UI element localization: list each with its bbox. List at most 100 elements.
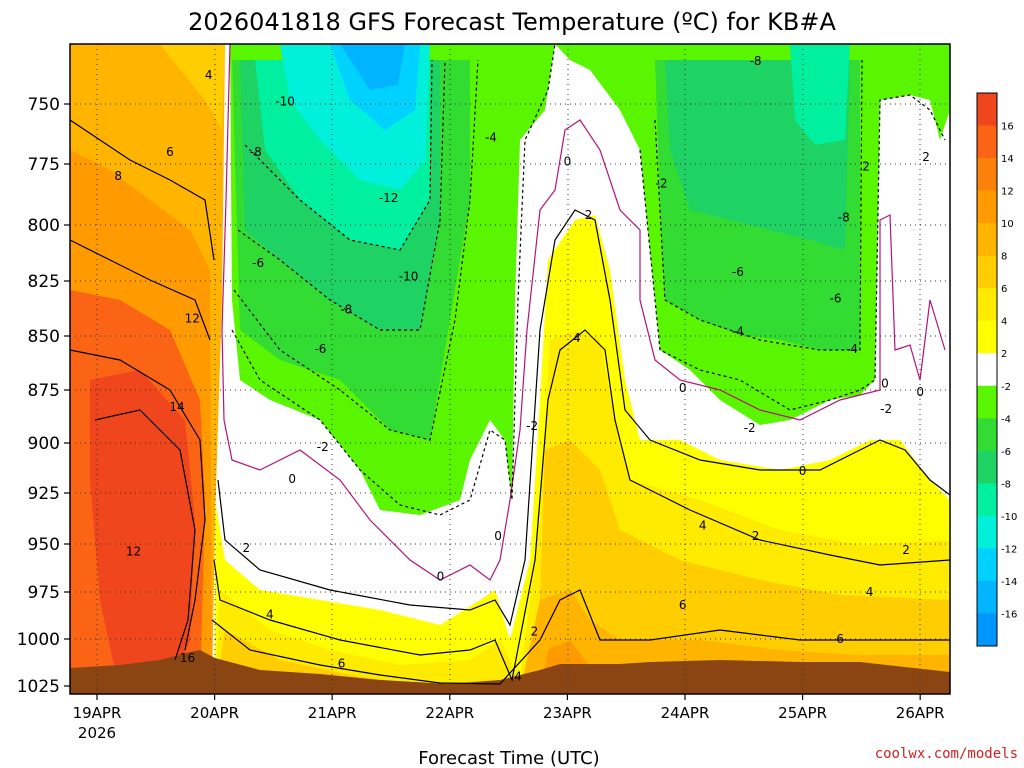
x-tick-label: 25APR bbox=[778, 704, 827, 722]
contour-label: 2 bbox=[585, 208, 593, 222]
contour-label: -10 bbox=[399, 270, 419, 284]
contour-label: -8 bbox=[750, 54, 762, 68]
region-hottest-left bbox=[90, 370, 195, 694]
x-axis: 19APR 2026 20APR 21APR 22APR 23APR 24APR 25APR 2… bbox=[73, 694, 945, 742]
credit-link[interactable]: coolwx.com/models bbox=[875, 746, 1018, 762]
y-tick-label: 750 bbox=[28, 95, 60, 115]
contour-label: 2 bbox=[902, 543, 910, 557]
y-tick-label: 875 bbox=[28, 381, 60, 401]
contour-label: 2 bbox=[243, 541, 251, 555]
contour-label: -6 bbox=[830, 292, 842, 306]
colorbar-swatch bbox=[977, 190, 997, 224]
colorbar-swatch bbox=[977, 223, 997, 257]
y-tick-label: 975 bbox=[28, 583, 60, 603]
contour-label: -2 bbox=[526, 419, 538, 433]
contour-label: 12 bbox=[126, 545, 141, 559]
colorbar: 16 14 12 10 8 6 4 2 -2 -4 -6 -8 -10 -12 -14 -16 bbox=[976, 92, 1017, 647]
colorbar-frame bbox=[976, 92, 998, 647]
contour-label: -4 bbox=[846, 342, 858, 356]
contour-label: 16 bbox=[180, 651, 195, 665]
colorbar-tick-label: -12 bbox=[1001, 544, 1017, 555]
contour-lines bbox=[70, 44, 950, 685]
contour-label: 0 bbox=[494, 529, 502, 543]
region-cyan-d bbox=[340, 44, 405, 90]
contour-label: 4 bbox=[699, 519, 707, 533]
contour-label: 0 bbox=[799, 464, 807, 478]
y-tick-label: 950 bbox=[28, 535, 60, 555]
colorbar-swatch bbox=[977, 483, 997, 517]
contour-label: 0 bbox=[437, 570, 445, 584]
colorbar-tick-label: 10 bbox=[1001, 219, 1014, 230]
contour-solid-12 bbox=[70, 349, 206, 651]
colorbar-tick-label: 14 bbox=[1001, 154, 1014, 165]
colorbar-swatch bbox=[977, 93, 997, 127]
colorbar-tick-label: 16 bbox=[1001, 122, 1014, 133]
y-tick-label: 850 bbox=[28, 327, 60, 347]
contour-label: -6 bbox=[732, 265, 744, 279]
contour-label: 0 bbox=[881, 377, 889, 391]
y-axis: 750 775 800 825 850 875 900 925 950 975 1000 1025 bbox=[17, 95, 70, 697]
colorbar-swatch bbox=[977, 613, 997, 647]
colorbar-swatch bbox=[977, 385, 997, 419]
contour-label: 2 bbox=[752, 529, 760, 543]
contour-solid-6 bbox=[211, 589, 950, 685]
region-cyan-right bbox=[790, 44, 850, 145]
contour-label: 12 bbox=[185, 311, 200, 325]
colorbar-tick-label: 8 bbox=[1001, 252, 1007, 263]
contour-solid-2 bbox=[217, 209, 950, 627]
contour-dashed-neg6 bbox=[237, 59, 446, 331]
contour-label: 6 bbox=[679, 598, 687, 612]
contour-label: -4 bbox=[485, 131, 497, 145]
colorbar-tick-label: -4 bbox=[1001, 414, 1011, 425]
colorbar-tick-label: -16 bbox=[1001, 609, 1017, 620]
x-tick-label: 24APR bbox=[661, 704, 710, 722]
colorbar-tick-label: -2 bbox=[1001, 382, 1011, 393]
colorbar-swatch bbox=[977, 320, 997, 354]
contour-solid-8 bbox=[70, 119, 215, 261]
contour-label: -6 bbox=[314, 342, 326, 356]
contour-label: -6 bbox=[252, 256, 264, 270]
contour-solid-4 bbox=[213, 329, 950, 683]
contour-label: 4 bbox=[514, 670, 522, 684]
contour-label: -8 bbox=[838, 211, 850, 225]
contour-label: 6 bbox=[836, 632, 844, 646]
y-tick-label: 925 bbox=[28, 484, 60, 504]
contour-label: 2 bbox=[862, 159, 870, 173]
contour-label: 14 bbox=[169, 400, 184, 414]
chart-title: 2026041818 GFS Forecast Temperature (ºC)… bbox=[188, 8, 836, 36]
colorbar-swatch bbox=[977, 515, 997, 549]
contour-label: -10 bbox=[275, 95, 295, 109]
y-tick-label: 1000 bbox=[17, 630, 60, 650]
contour-label-layer: 4 6 8 12 14 12 16 -10 -8 -6 -12 -10 -8 -6 -2 0 2 4 6 0 -4 -2 0… bbox=[114, 54, 930, 684]
colorbar-tick-label: 12 bbox=[1001, 187, 1014, 198]
region-yellow-warm bbox=[215, 440, 950, 694]
contour-label: 2 bbox=[531, 624, 539, 638]
terrain-fill bbox=[70, 650, 950, 694]
colorbar-swatch bbox=[977, 125, 997, 159]
colorbar-swatch bbox=[977, 288, 997, 322]
colorbar-tick-label: -10 bbox=[1001, 512, 1017, 523]
x-tick-label: 22APR bbox=[425, 704, 474, 722]
colorbar-tick-label: 6 bbox=[1001, 284, 1007, 295]
contour-label: -2 bbox=[880, 402, 892, 416]
x-tick-year: 2026 bbox=[78, 724, 116, 742]
contour-label: 0 bbox=[679, 381, 687, 395]
contour-label: 0 bbox=[916, 385, 924, 399]
contour-label: 4 bbox=[205, 68, 213, 82]
colorbar-tick-label: -8 bbox=[1001, 479, 1011, 490]
contour-dashed-right-neg2 bbox=[639, 94, 946, 411]
x-tick-label: 20APR bbox=[190, 704, 239, 722]
colorbar-tick-label: -6 bbox=[1001, 447, 1011, 458]
grid bbox=[70, 44, 950, 694]
contour-label: -2 bbox=[655, 177, 667, 191]
contour-label: 2 bbox=[922, 150, 930, 164]
colorbar-swatch bbox=[977, 255, 997, 289]
contour-label: 6 bbox=[338, 656, 346, 670]
colorbar-swatch bbox=[977, 158, 997, 192]
contour-label: 4 bbox=[866, 585, 874, 599]
y-tick-label: 775 bbox=[28, 155, 60, 175]
colorbar-swatch bbox=[977, 548, 997, 582]
contour-label: 4 bbox=[266, 608, 274, 622]
contour-dashed-neg4 bbox=[233, 59, 479, 441]
